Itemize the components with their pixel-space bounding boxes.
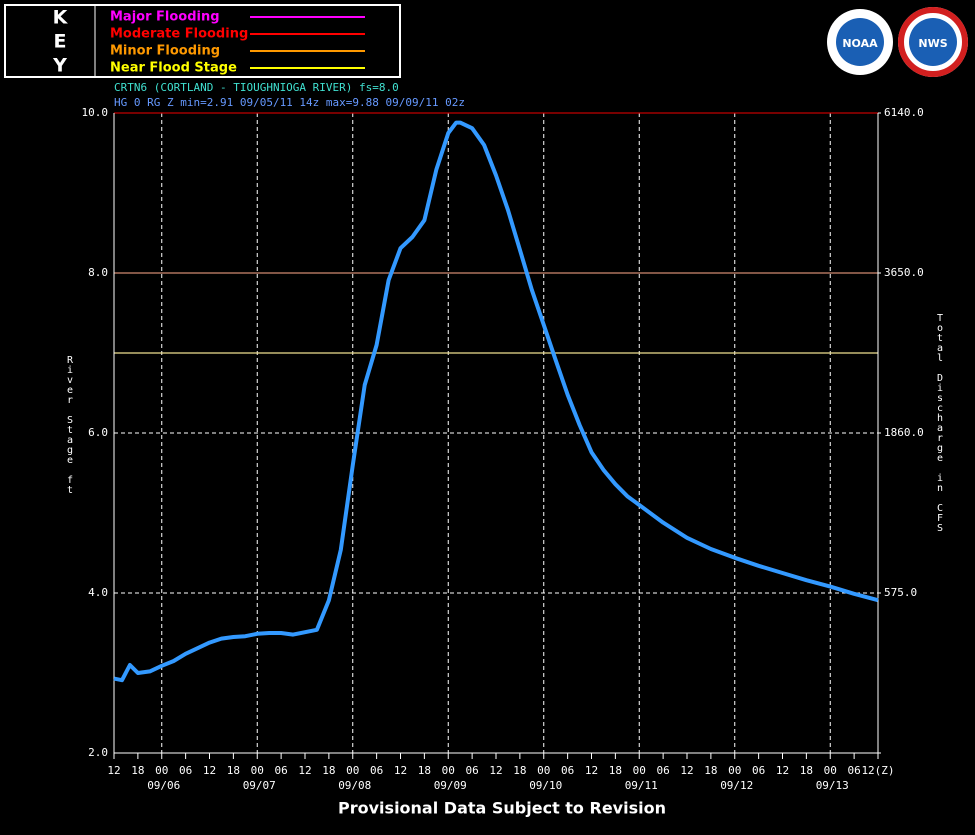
- x-tick-label: 18: [609, 764, 622, 777]
- x-tick-label: 06: [275, 764, 288, 777]
- date-label: 09/08: [338, 779, 371, 792]
- date-label: 09/11: [625, 779, 658, 792]
- y-tick-label: 4.0: [88, 586, 108, 599]
- date-label: 09/13: [816, 779, 849, 792]
- x-tick-label: 06: [370, 764, 383, 777]
- x-tick-label: 12: [298, 764, 311, 777]
- footer: Provisional Data Subject to Revision: [338, 799, 666, 818]
- x-tick-label: 18: [131, 764, 144, 777]
- y-tick-label: 2.0: [88, 746, 108, 759]
- y-tick-label: 10.0: [82, 106, 109, 119]
- date-label: 09/10: [529, 779, 562, 792]
- x-tick-label: 12: [394, 764, 407, 777]
- y2-tick-label: 3650.0: [884, 266, 924, 279]
- x-tick-label: 18: [513, 764, 526, 777]
- y2-axis-title: Total Discharge in CFS: [935, 313, 946, 533]
- x-tick-label: 00: [155, 764, 168, 777]
- key-box: [4, 4, 401, 78]
- key-letter: Y: [52, 55, 67, 77]
- y-axis-title: River Stage ft: [65, 355, 76, 495]
- x-tick-label: 12(Z): [861, 764, 894, 777]
- chart-subtitle: HG 0 RG Z min=2.91 09/05/11 14z max=9.88…: [114, 96, 465, 109]
- stage-line: [113, 120, 879, 683]
- y2-tick-label: 575.0: [884, 586, 917, 599]
- key-label: Minor Flooding: [110, 44, 220, 59]
- x-tick-label: 18: [227, 764, 240, 777]
- x-tick-label: 12: [680, 764, 693, 777]
- x-tick-label: 00: [442, 764, 455, 777]
- x-tick-label: 06: [466, 764, 479, 777]
- key-letter: E: [54, 31, 67, 53]
- date-label: 09/07: [243, 779, 276, 792]
- date-label: 09/12: [720, 779, 753, 792]
- y-tick-label: 6.0: [88, 426, 108, 439]
- x-tick-label: 06: [179, 764, 192, 777]
- key-label: Major Flooding: [110, 10, 220, 25]
- x-tick-label: 00: [824, 764, 837, 777]
- x-tick-label: 12: [489, 764, 502, 777]
- x-tick-label: 00: [346, 764, 359, 777]
- x-tick-label: 00: [251, 764, 264, 777]
- x-tick-label: 12: [776, 764, 789, 777]
- x-tick-label: 18: [418, 764, 431, 777]
- x-tick-label: 12: [107, 764, 120, 777]
- logo-text: NWS: [918, 37, 947, 50]
- key-label: Moderate Flooding: [110, 27, 248, 42]
- key-letter: K: [53, 7, 69, 29]
- x-tick-label: 12: [585, 764, 598, 777]
- y2-tick-label: 1860.0: [884, 426, 924, 439]
- x-tick-label: 06: [848, 764, 861, 777]
- x-tick-label: 06: [657, 764, 670, 777]
- x-tick-label: 06: [561, 764, 574, 777]
- x-tick-label: 18: [322, 764, 335, 777]
- date-label: 09/09: [434, 779, 467, 792]
- x-tick-label: 18: [704, 764, 717, 777]
- noaa-logo: NOAA: [827, 9, 893, 75]
- x-tick-label: 00: [728, 764, 741, 777]
- x-tick-label: 00: [633, 764, 646, 777]
- x-tick-label: 18: [800, 764, 813, 777]
- y2-tick-label: 6140.0: [884, 106, 924, 119]
- chart-title: CRTN6 (CORTLAND - TIOUGHNIOGA RIVER) fs=…: [114, 81, 399, 94]
- x-tick-label: 12: [203, 764, 216, 777]
- date-label: 09/06: [147, 779, 180, 792]
- x-tick-label: 00: [537, 764, 550, 777]
- y-tick-label: 8.0: [88, 266, 108, 279]
- nws-logo: NWS: [898, 7, 968, 77]
- key-label: Near Flood Stage: [110, 61, 237, 76]
- x-tick-label: 06: [752, 764, 765, 777]
- logo-text: NOAA: [842, 37, 878, 50]
